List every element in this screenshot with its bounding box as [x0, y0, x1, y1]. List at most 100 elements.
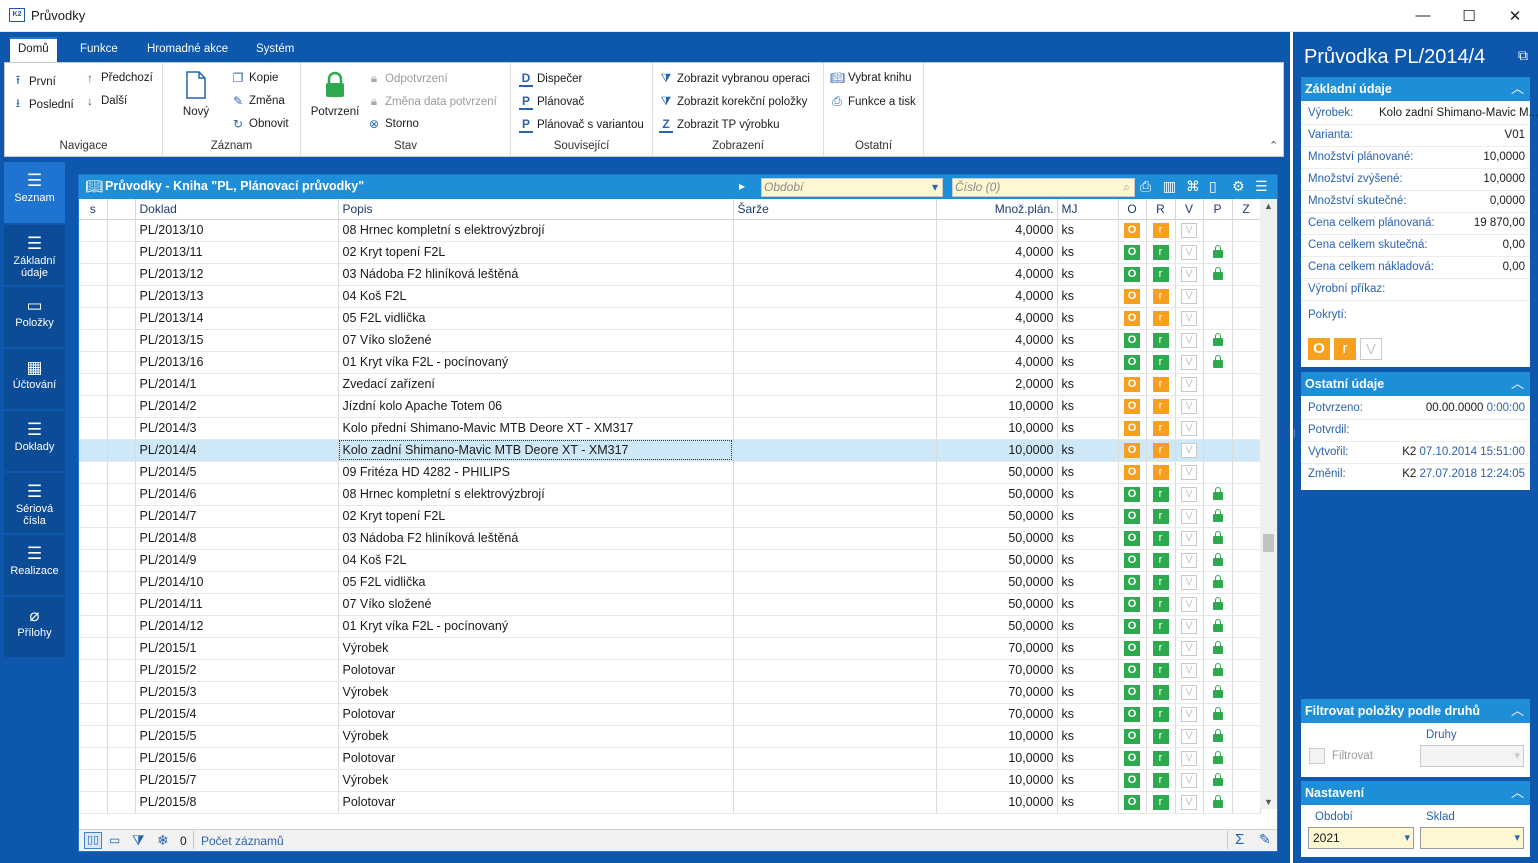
col-header-blank[interactable] [107, 199, 136, 220]
show-correction-button[interactable]: ⧩ Zobrazit korekční položky [660, 94, 808, 108]
change-button[interactable]: ✎ Změna [232, 94, 285, 108]
gear-icon[interactable]: ⚙ [1232, 178, 1245, 194]
confirm-button[interactable]: Potvrzení [307, 71, 363, 118]
table-row[interactable]: PL/2014/3 Kolo přední Shimano-Mavic MTB D… [79, 417, 1261, 440]
next-button[interactable]: ↓ Další [83, 94, 127, 108]
nav-seznam[interactable]: ☰ Seznam [4, 162, 65, 225]
obdobi-dropdown[interactable]: 2021 ▾ [1308, 827, 1414, 849]
snowflake-icon[interactable]: ❄ [157, 832, 169, 848]
section-ostatni-udaje[interactable]: Ostatní údaje ︿ [1301, 372, 1530, 396]
last-button[interactable]: ⭳ Poslední [11, 94, 74, 115]
section-nastaveni[interactable]: Nastavení ︿ [1301, 781, 1530, 805]
filtrovat-checkbox[interactable] [1309, 748, 1325, 764]
play-icon[interactable]: ▸ [739, 179, 746, 193]
col-header-p[interactable]: P [1203, 199, 1233, 220]
copy-button[interactable]: ❐ Kopie [232, 71, 279, 85]
col-header-s[interactable]: s [79, 199, 108, 220]
obdobi-filter-input[interactable]: Období ▾ [761, 178, 943, 197]
scroll-up-icon[interactable]: ▲ [1264, 201, 1273, 211]
table-row[interactable]: PL/2014/5 09 Fritéza HD 4282 - PHILIPS 50,… [79, 461, 1261, 484]
druhy-dropdown[interactable]: ▾ [1420, 745, 1524, 767]
tab-hromadne-akce[interactable]: Hromadné akce [147, 43, 229, 55]
col-header-v[interactable]: V [1175, 199, 1204, 220]
nav-seriova-cisla[interactable]: ☰ Sériová čísla [4, 473, 65, 535]
scroll-down-icon[interactable]: ▼ [1264, 797, 1273, 807]
nav-zakladni-udaje[interactable]: ☰ Základní údaje [4, 225, 65, 287]
col-header-mnozstvi[interactable]: Množ.plán. [936, 199, 1058, 220]
chevron-up-icon[interactable]: ︿ [1510, 376, 1524, 391]
table-row[interactable]: PL/2013/10 08 Hrnec kompletní s elektrový… [79, 219, 1261, 242]
scroll-thumb[interactable] [1263, 534, 1274, 552]
external-link-icon[interactable]: ⧉ [1518, 47, 1528, 63]
table-row[interactable]: PL/2014/4 Kolo zadní Shimano-Mavic MTB De… [79, 439, 1261, 462]
chevron-up-icon[interactable]: ︿ [1510, 785, 1524, 800]
table-row[interactable]: PL/2014/12 01 Kryt víka F2L - pocínovaný 5… [79, 615, 1261, 638]
hierarchy-icon[interactable]: ⌘ [1186, 178, 1200, 194]
table-row[interactable]: PL/2014/2 Jízdní kolo Apache Totem 06 10,0… [79, 395, 1261, 418]
col-header-sarze[interactable]: Šarže [733, 199, 937, 220]
unconfirm-button[interactable]: 🔒︎ Odpotvrzení [367, 71, 448, 86]
section-filtrovat-polozky[interactable]: Filtrovat položky podle druhů ︿ [1301, 699, 1530, 723]
nav-realizace[interactable]: ☰ Realizace [4, 535, 65, 597]
previous-button[interactable]: ↑ Předchozí [83, 71, 153, 85]
show-tp-button[interactable]: Z Zobrazit TP výrobku [659, 117, 779, 133]
printer-icon[interactable]: ⎙ [1140, 178, 1152, 194]
book-icon[interactable]: ▯▯ [84, 832, 102, 849]
collapse-ribbon-icon[interactable]: ⌃ [1269, 140, 1279, 152]
table-row[interactable]: PL/2014/8 03 Nádoba F2 hliníková leštěná 5… [79, 527, 1261, 550]
close-button[interactable]: ✕ [1508, 7, 1522, 25]
nav-doklady[interactable]: ☰ Doklady [4, 411, 65, 473]
chevron-up-icon[interactable]: ︿ [1510, 703, 1524, 718]
col-header-mj[interactable]: MJ [1057, 199, 1119, 220]
splitter-handle[interactable]: ⁞ [1293, 429, 1296, 440]
nav-polozky[interactable]: ▭ Položky [4, 287, 65, 349]
functions-print-button[interactable]: ⎙ Funkce a tisk [830, 94, 916, 109]
nav-uctovani[interactable]: ▦ Účtování [4, 349, 65, 411]
col-header-o[interactable]: O [1118, 199, 1147, 220]
minimize-button[interactable]: — [1415, 7, 1431, 24]
filter-icon[interactable]: ⧩ [132, 832, 145, 848]
nav-prilohy[interactable]: ⌀ Přílohy [4, 597, 65, 659]
cancel-button[interactable]: ⊗ Storno [368, 117, 419, 131]
col-header-r[interactable]: R [1146, 199, 1176, 220]
maximize-button[interactable]: ☐ [1462, 7, 1476, 25]
table-row[interactable]: PL/2013/16 01 Kryt víka F2L - pocínovaný 4… [79, 351, 1261, 374]
table-row[interactable]: PL/2014/6 08 Hrnec kompletní s elektrovýz… [79, 483, 1261, 506]
first-button[interactable]: ⭱ První [11, 71, 56, 92]
col-header-doklad[interactable]: Doklad [135, 199, 339, 220]
columns-icon[interactable]: ▯ [1209, 178, 1217, 194]
box-icon[interactable]: ▭ [109, 833, 121, 847]
new-button[interactable]: Nový [179, 71, 213, 118]
planner-variant-button[interactable]: P Plánovač s variantou [519, 117, 644, 133]
chart-icon[interactable]: ▥ [1163, 178, 1177, 194]
col-header-popis[interactable]: Popis [338, 199, 734, 220]
record-count-button[interactable]: Počet záznamů [201, 834, 284, 848]
section-zakladni-udaje[interactable]: Základní údaje ︿ [1301, 77, 1530, 101]
change-confirm-date-button[interactable]: 🔒︎ Změna data potvrzení [367, 94, 497, 109]
vertical-scrollbar[interactable]: ▲ ▼ [1260, 199, 1277, 809]
pencil-icon[interactable]: ✎ [1259, 831, 1271, 847]
tab-funkce[interactable]: Funkce [80, 43, 118, 55]
chevron-up-icon[interactable]: ︿ [1510, 81, 1524, 96]
table-row[interactable]: PL/2013/12 03 Nádoba F2 hliníková leštěná… [79, 263, 1261, 286]
dispatcher-button[interactable]: D Dispečer [519, 71, 582, 87]
cislo-search-input[interactable]: Číslo (0) ⌕ [952, 178, 1135, 197]
planner-button[interactable]: P Plánovač [519, 94, 584, 110]
sum-icon[interactable]: Σ [1235, 831, 1245, 848]
tab-system[interactable]: Systém [256, 43, 295, 55]
